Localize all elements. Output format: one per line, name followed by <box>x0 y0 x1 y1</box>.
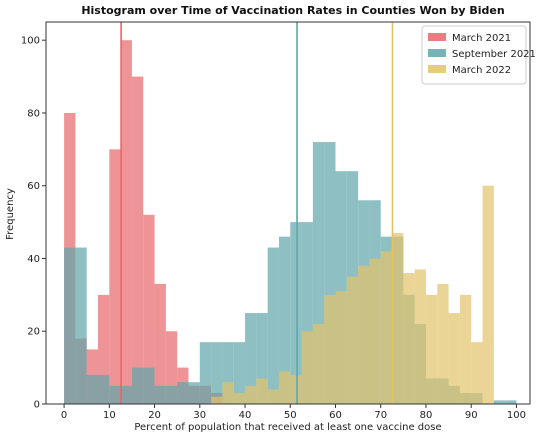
histogram-bar <box>64 248 75 404</box>
histogram-bar <box>449 313 460 404</box>
legend-swatch <box>428 33 446 41</box>
histogram-bar <box>415 269 426 404</box>
histogram-bar <box>211 397 222 404</box>
histogram-bar <box>279 371 290 404</box>
x-tick-label: 100 <box>507 410 526 421</box>
series-1 <box>64 40 222 404</box>
histogram-bar <box>324 295 335 404</box>
y-tick-label: 40 <box>27 254 40 265</box>
histogram-bar <box>347 277 358 404</box>
histogram-bar <box>268 248 279 404</box>
histogram-bar <box>143 368 154 404</box>
x-tick-label: 50 <box>284 410 297 421</box>
histogram-bar <box>132 77 143 404</box>
histogram-bar <box>245 386 256 404</box>
x-tick-label: 70 <box>374 410 387 421</box>
y-tick-label: 60 <box>27 181 40 192</box>
histogram-bar <box>290 375 301 404</box>
histogram-bar <box>426 295 437 404</box>
legend-entry: September 2021 <box>452 49 536 60</box>
histogram-bar <box>188 382 199 404</box>
x-tick-label: 90 <box>465 410 478 421</box>
histogram-bar <box>234 393 245 404</box>
histogram-bar <box>166 386 177 404</box>
histogram-bar <box>109 149 120 404</box>
histogram-bar <box>268 389 279 404</box>
histogram-bar <box>211 342 222 404</box>
histogram-bar <box>471 342 482 404</box>
y-tick-label: 0 <box>34 400 40 411</box>
x-tick-label: 0 <box>61 410 67 421</box>
legend: March 2021 September 2021 March 2022 <box>422 26 536 84</box>
histogram-bar <box>381 251 392 404</box>
histogram-bar <box>392 233 403 404</box>
histogram-bar <box>132 368 143 404</box>
chart-title: Histogram over Time of Vaccination Rates… <box>81 4 504 17</box>
histogram-bar <box>313 324 324 404</box>
histogram-bar <box>75 248 86 404</box>
legend-swatch <box>428 49 446 57</box>
histogram-bar <box>358 266 369 404</box>
histogram-bar <box>109 386 120 404</box>
x-tick-label: 20 <box>148 410 161 421</box>
y-tick-label: 80 <box>27 108 40 119</box>
histogram-bar <box>155 386 166 404</box>
histogram-bar <box>505 400 516 404</box>
histogram-bar <box>98 375 109 404</box>
x-tick-label: 40 <box>239 410 252 421</box>
legend-entry: March 2021 <box>452 33 511 44</box>
histogram-bar <box>460 295 471 404</box>
histogram-bar <box>437 284 448 404</box>
x-tick-label: 60 <box>329 410 342 421</box>
histogram-bar <box>121 386 132 404</box>
histogram-bar <box>256 379 267 404</box>
histogram-bar <box>483 186 494 404</box>
legend-entry: March 2022 <box>452 65 511 76</box>
y-tick-label: 100 <box>21 36 40 47</box>
x-tick-label: 10 <box>103 410 116 421</box>
y-tick-label: 20 <box>27 327 40 338</box>
histogram-bar <box>369 258 380 404</box>
x-tick-label: 30 <box>193 410 206 421</box>
legend-swatch <box>428 65 446 73</box>
y-axis-label: Frequency <box>5 188 16 240</box>
histogram-bar <box>403 273 414 404</box>
x-tick-label: 80 <box>420 410 433 421</box>
histogram-bar <box>335 291 346 404</box>
histogram-bar <box>121 40 132 404</box>
histogram-bar <box>222 382 233 404</box>
histogram-bar <box>494 400 505 404</box>
x-axis-label: Percent of population that received at l… <box>134 422 441 433</box>
histogram-bar <box>200 342 211 404</box>
histogram-bar <box>177 382 188 404</box>
histogram-bar <box>302 331 313 404</box>
histogram-bar <box>87 375 98 404</box>
